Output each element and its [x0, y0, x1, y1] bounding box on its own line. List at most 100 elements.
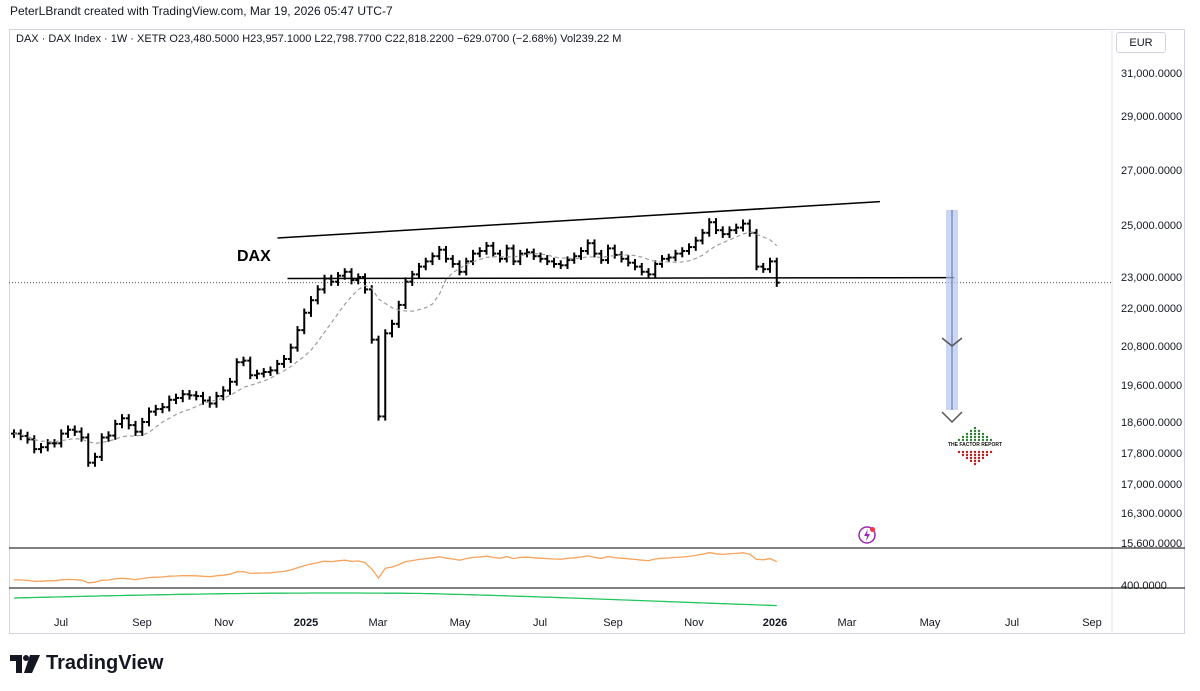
target-1-arrowhead	[941, 337, 963, 347]
tradingview-logo: TradingView	[10, 652, 163, 675]
price-tick-label: 20,800.0000	[1121, 341, 1182, 353]
logo-dot	[977, 438, 981, 442]
logo-dot	[981, 438, 985, 442]
logo-dot	[961, 453, 965, 457]
logo-dot	[969, 432, 973, 436]
logo-dot	[981, 432, 985, 436]
logo-dot	[973, 462, 977, 466]
logo-dot	[973, 456, 977, 460]
logo-dot	[973, 459, 977, 463]
logo-dot	[981, 453, 985, 457]
logo-text: THE FACTOR REPORT	[948, 442, 1002, 448]
price-axis: 31,000.0000 29,000.0000 27,000.0000 25,000.…	[1111, 29, 1182, 634]
time-tick-label: 2025	[294, 617, 318, 629]
target-2-arrowhead	[941, 411, 963, 424]
logo-dot	[973, 435, 977, 439]
logo-dot	[985, 438, 989, 442]
channel-top-line	[277, 200, 881, 239]
symbol-chart-label: DAX	[237, 248, 271, 265]
price-tick-label: 31,000.0000	[1121, 68, 1182, 80]
factor-report-logo: THE FACTOR REPORT	[948, 426, 1002, 466]
logo-dot	[989, 438, 993, 442]
logo-dot	[969, 435, 973, 439]
logo-dot	[973, 453, 977, 457]
logo-dot	[965, 456, 969, 460]
price-tick-label: 19,600.0000	[1121, 380, 1182, 392]
logo-dot	[981, 450, 985, 454]
time-tick-label: Nov	[214, 617, 234, 629]
logo-dot	[977, 453, 981, 457]
flash-icon[interactable]	[857, 525, 877, 545]
logo-dot	[977, 459, 981, 463]
time-tick-label: Sep	[603, 617, 623, 629]
annotations: DAX THE FACTOR REPORT	[237, 200, 1002, 466]
lower-panes	[9, 547, 1185, 607]
time-tick-label: Jul	[533, 617, 547, 629]
logo-dot	[981, 435, 985, 439]
logo-dot	[957, 438, 961, 442]
time-tick-label: May	[920, 617, 941, 629]
price-tick-label: 16,300.0000	[1121, 508, 1182, 520]
time-tick-label: Mar	[838, 617, 857, 629]
price-tick-label: 29,000.0000	[1121, 111, 1182, 123]
time-tick-label: 2026	[763, 617, 787, 629]
logo-dot	[973, 438, 977, 442]
logo-dot	[985, 435, 989, 439]
price-tick-label: 17,000.0000	[1121, 479, 1182, 491]
logo-dot	[965, 435, 969, 439]
chart-frame	[9, 29, 1185, 634]
logo-dot	[977, 450, 981, 454]
logo-dot	[957, 450, 961, 454]
time-tick-label: Sep	[1082, 617, 1102, 629]
logo-dot	[965, 432, 969, 436]
currency-button[interactable]: EUR	[1116, 32, 1166, 53]
price-tick-label: 23,000.0000	[1121, 272, 1182, 284]
price-tick-label: 18,600.0000	[1121, 417, 1182, 429]
orange-indicator-line	[13, 551, 778, 584]
symbol-legend: DAX · DAX Index · 1W · XETR O23,480.5000…	[16, 33, 622, 45]
time-tick-label: Jul	[1005, 617, 1019, 629]
time-tick-label: Nov	[684, 617, 704, 629]
logo-dot	[977, 456, 981, 460]
logo-dot	[977, 429, 981, 433]
price-tick-label: 27,000.0000	[1121, 165, 1182, 177]
logo-dot	[985, 453, 989, 457]
logo-dot	[981, 456, 985, 460]
logo-dot	[973, 450, 977, 454]
logo-dot	[961, 450, 965, 454]
time-axis: Jul Sep Nov 2025 Mar May Jul Sep Nov 2026 Mar May Ju…	[54, 617, 1102, 629]
logo-dot	[969, 453, 973, 457]
lower-tick-label: 400.0000	[1121, 580, 1167, 592]
logo-dot	[977, 432, 981, 436]
logo-dot	[969, 438, 973, 442]
logo-dot	[973, 429, 977, 433]
logo-dot	[969, 429, 973, 433]
logo-dot	[965, 450, 969, 454]
logo-dot	[973, 432, 977, 436]
price-tick-label: 25,000.0000	[1121, 220, 1182, 232]
logo-dot	[965, 453, 969, 457]
price-bars	[9, 218, 1112, 467]
chart-credit: PeterLBrandt created with TradingView.co…	[10, 4, 393, 18]
time-tick-label: Sep	[132, 617, 152, 629]
logo-dot	[977, 435, 981, 439]
tradingview-logo-icon	[10, 654, 40, 673]
logo-dot	[973, 426, 977, 430]
logo-dot	[961, 435, 965, 439]
price-tick-label: 15,600.0000	[1121, 538, 1182, 550]
logo-dot	[961, 438, 965, 442]
green-indicator-line	[13, 592, 777, 607]
logo-dot	[985, 450, 989, 454]
brand-name: TradingView	[46, 652, 164, 674]
time-tick-label: Jul	[54, 617, 68, 629]
time-tick-label: Mar	[369, 617, 388, 629]
logo-dot	[969, 456, 973, 460]
logo-dot	[969, 450, 973, 454]
logo-dot	[965, 438, 969, 442]
logo-dot	[969, 459, 973, 463]
time-tick-label: May	[450, 617, 471, 629]
price-tick-label: 17,800.0000	[1121, 448, 1182, 460]
channel-bottom-line	[287, 276, 955, 280]
logo-dot	[989, 450, 993, 454]
